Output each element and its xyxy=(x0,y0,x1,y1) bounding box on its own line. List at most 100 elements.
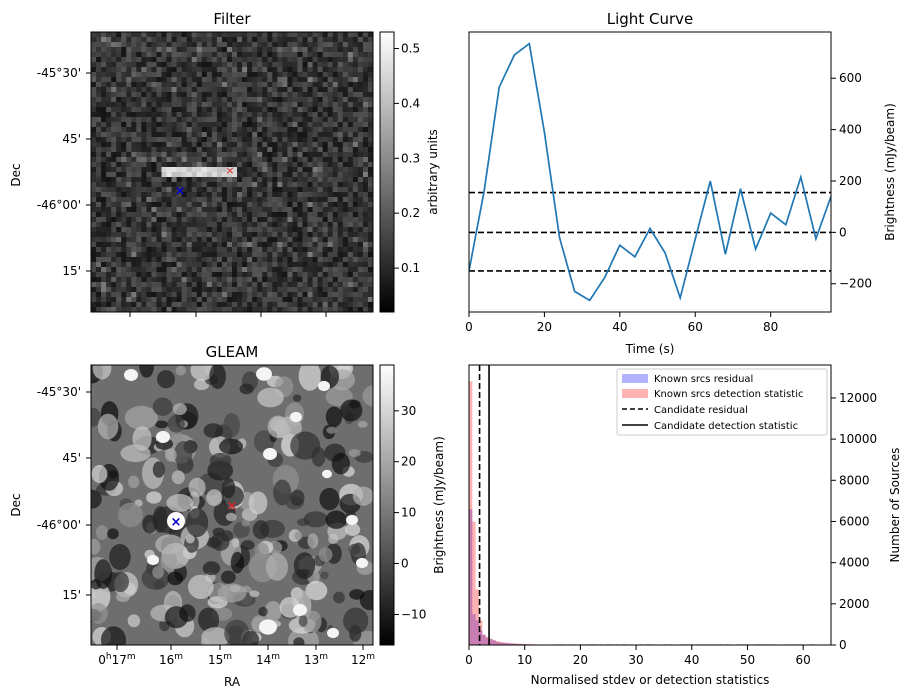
candidate-marker: × xyxy=(227,499,238,514)
y-tick-label: 0 xyxy=(839,225,847,239)
colorbar-tick-label: 20 xyxy=(401,455,416,469)
radio-source xyxy=(263,448,277,460)
residual-bar xyxy=(509,643,513,645)
residual-bar xyxy=(512,643,516,645)
colorbar-tick-label: 0.1 xyxy=(401,261,420,275)
x-tick-label: 0 xyxy=(465,653,473,667)
filter-dec-tick-label: 15' xyxy=(62,264,81,278)
detection-bar xyxy=(469,381,473,645)
x-tick-label: 20 xyxy=(573,653,588,667)
x-tick-label: 0 xyxy=(465,320,473,334)
colorbar-tick-label: 0 xyxy=(401,557,409,571)
detection-bar xyxy=(499,641,503,645)
histogram-panel: 0 10 20 30 40 50 60 0 2000 4000 6000 8000 10000 12000… xyxy=(432,364,902,687)
radio-source xyxy=(327,627,339,639)
legend-swatch-detection xyxy=(622,389,648,398)
known-source-blob xyxy=(167,512,185,530)
residual-bar xyxy=(502,642,506,645)
residual-bar xyxy=(499,642,503,645)
filter-dec-ticks: -45°30' 45' -46°00' 15' xyxy=(37,66,91,278)
gleam-ra-tick-label: 15m xyxy=(208,652,232,667)
detection-bar xyxy=(492,639,496,645)
gleam-ra-tick-label: 0h17m xyxy=(98,652,135,667)
filter-image xyxy=(91,32,373,312)
gleam-dec-ticks: -45°30' 45' -46°00' 15' xyxy=(37,385,91,602)
residual-bar xyxy=(485,637,490,645)
light-curve-title: Light Curve xyxy=(607,10,693,28)
gleam-panel: GLEAM -45°30' 45' -46°00' 15' Dec 0h17m … xyxy=(9,343,426,689)
residual-bar xyxy=(515,643,520,645)
radio-source xyxy=(322,469,332,479)
radio-source xyxy=(346,514,358,526)
x-tick-label: 80 xyxy=(763,320,778,334)
residual-bar xyxy=(472,614,476,645)
colorbar-tick-label: 10 xyxy=(401,506,416,520)
gleam-dec-tick-label: -46°00' xyxy=(37,518,81,532)
colorbar-tick-label: 0.5 xyxy=(401,42,420,56)
radio-source xyxy=(318,380,330,392)
gleam-dec-tick-label: 45' xyxy=(62,451,81,465)
histogram-xlabel: Normalised stdev or detection statistics xyxy=(531,673,770,687)
legend-label: Known srcs residual xyxy=(654,374,753,385)
y-tick-label: 8000 xyxy=(839,473,870,487)
residual-bar xyxy=(469,509,473,645)
known-source-marker: × xyxy=(175,184,186,199)
radio-source xyxy=(124,369,138,381)
histogram-legend: Known srcs residual Known srcs detection… xyxy=(616,368,828,436)
x-tick-label: 40 xyxy=(684,653,699,667)
y-tick-label: 400 xyxy=(839,123,862,137)
y-tick-label: 600 xyxy=(839,71,862,85)
detection-bar xyxy=(495,641,500,645)
filter-title: Filter xyxy=(213,10,251,28)
gleam-ra-ticks: 0h17m 16m 15m 14m 13m 12m xyxy=(98,645,375,667)
y-tick-label: 10000 xyxy=(839,432,877,446)
detection-bar xyxy=(515,643,520,645)
detection-bar xyxy=(519,643,523,645)
gleam-xlabel: RA xyxy=(224,675,241,689)
y-tick-label: 12000 xyxy=(839,391,877,405)
detection-bar xyxy=(472,521,476,645)
gleam-ylabel: Dec xyxy=(9,493,23,516)
residual-bar xyxy=(492,640,496,645)
residual-bar xyxy=(482,634,486,645)
filter-ra-ticks xyxy=(129,312,327,317)
gleam-colorbar: −10 0 10 20 30 xyxy=(379,364,426,646)
filter-dec-tick-label: -45°30' xyxy=(37,66,81,80)
residual-bar xyxy=(505,643,510,645)
x-tick-label: 40 xyxy=(612,320,627,334)
filter-ylabel: Dec xyxy=(9,163,23,186)
filter-panel: Filter -45°30' 45' -46°00' 15' Dec × × 0… xyxy=(9,10,440,317)
colorbar-tick-label: 0.2 xyxy=(401,206,420,220)
y-tick-label: 6000 xyxy=(839,514,870,528)
radio-source xyxy=(290,411,302,423)
y-tick-label: 200 xyxy=(839,174,862,188)
colorbar-tick-label: 30 xyxy=(401,404,416,418)
residual-bar xyxy=(495,641,500,645)
gleam-ra-tick-label: 16m xyxy=(159,652,183,667)
detection-bar xyxy=(475,589,480,645)
colorbar-tick-label: −10 xyxy=(401,608,426,622)
colorbar-tick-label: 0.4 xyxy=(401,96,420,110)
radio-source xyxy=(356,557,368,569)
colorbar-tick-label: 0.3 xyxy=(401,151,420,165)
detection-bar xyxy=(502,642,506,645)
y-tick-label: −200 xyxy=(839,277,872,291)
x-tick-label: 30 xyxy=(628,653,643,667)
x-tick-label: 60 xyxy=(688,320,703,334)
candidate-marker: × xyxy=(225,164,234,177)
detection-bar xyxy=(482,634,486,645)
gleam-ra-tick-label: 12m xyxy=(351,652,375,667)
radio-source xyxy=(147,554,159,566)
residual-bar xyxy=(489,638,493,645)
gleam-ra-tick-label: 14m xyxy=(256,652,280,667)
radio-source xyxy=(293,604,307,616)
light-curve-xlabel: Time (s) xyxy=(625,342,675,356)
x-tick-label: 50 xyxy=(740,653,755,667)
filter-colorbar: 0.1 0.2 0.3 0.4 0.5 arbitrary units xyxy=(379,31,440,313)
detection-bar xyxy=(505,642,510,645)
detection-bar xyxy=(485,636,490,645)
filter-dec-tick-label: 45' xyxy=(62,132,81,146)
histogram-ylabel: Number of Sources xyxy=(888,448,902,563)
light-curve-panel: Light Curve 0 20 40 60 80 −200 0 200 400 600 Time… xyxy=(465,10,897,356)
